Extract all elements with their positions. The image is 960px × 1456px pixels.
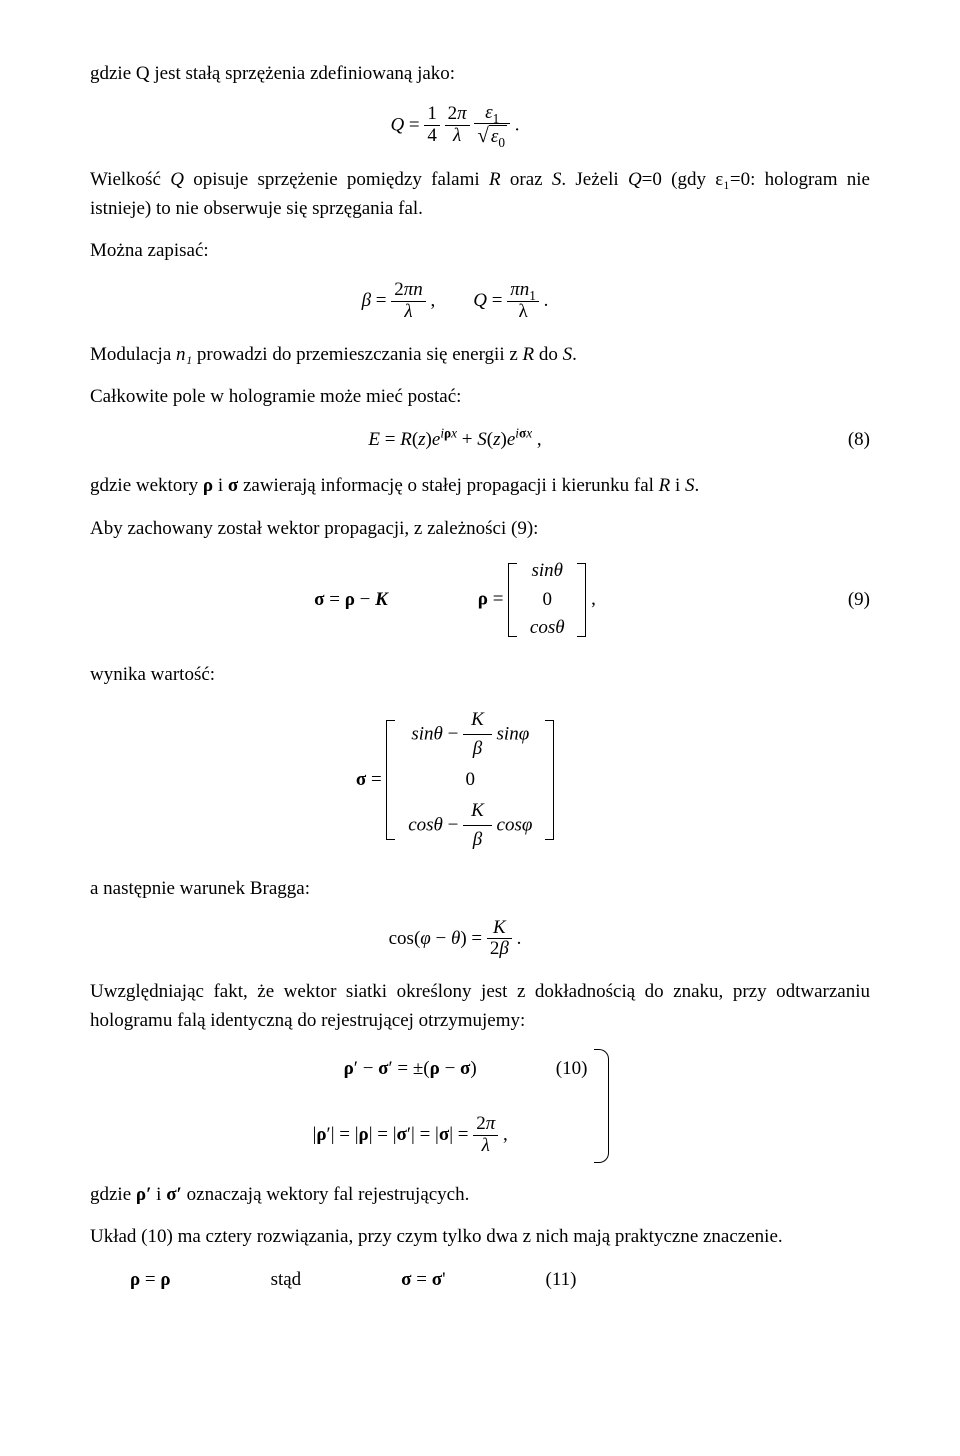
equation-sigma-vec: σ = sinθ − Kβ sinφ 0 cosθ − Kβ cosφ [90,704,870,857]
text: . Jeżeli [561,169,628,190]
sym-R: R [489,169,501,190]
text: Aby zachowany został wektor propagacji, … [90,518,538,539]
equation-number-inline: (11) [546,1266,577,1295]
text: opisuje sprzężenie pomiędzy falami [184,169,489,190]
equation-body: ρ = ρ stąd σ = σ' (11) [90,1266,870,1295]
sym-R: R [659,475,671,496]
paragraph-can-write: Można zapisać: [90,237,870,266]
paragraph-preserve: Aby zachowany został wektor propagacji, … [90,515,870,544]
equation-number-inline: (10) [526,1049,588,1090]
sym-n1: n₁ [176,344,192,365]
vec-entry: sinθ [532,560,564,581]
paragraph-where: gdzie ρ′ i σ′ oznaczają wektory fal reje… [90,1181,870,1210]
text: i [670,475,685,496]
paragraph-solutions: Układ (10) ma cztery rozwiązania, przy c… [90,1223,870,1252]
equation-Q-def: Q = 14 2πλ ε1√ε0 . [90,103,870,149]
equation-E-field: E = R(z)eiρx + S(z)eiσx , (8) [90,426,870,455]
text: zawierają informację o stałej propagacji… [238,475,658,496]
sym-rho-prime: ρ′ [136,1184,152,1205]
comma: , [591,588,596,609]
equation-body: Q = 14 2πλ ε1√ε0 . [90,103,820,149]
sym-S: S [685,475,695,496]
equation-body: cos(φ − θ) = K2β . [90,918,820,961]
text: . [572,344,577,365]
text: Modulacja [90,344,176,365]
text: do [534,344,563,365]
text: i [151,1184,166,1205]
text: Można zapisać: [90,240,209,261]
text: . [695,475,700,496]
paragraph-bragg: a następnie warunek Bragga: [90,875,870,904]
text: oznaczają wektory fal rejestrujących. [182,1184,469,1205]
paragraph-Q-describe: Wielkość Q opisuje sprzężenie pomiędzy f… [90,166,870,223]
equation-sigma-rho-K: σ = ρ − K ρ = sinθ 0 cosθ , (9) [90,557,870,643]
equation-body: E = R(z)eiρx + S(z)eiσx , [90,426,820,455]
equation-number: (8) [820,426,870,455]
paragraph-total-field: Całkowite pole w hologramie może mieć po… [90,383,870,412]
equation-body: σ = sinθ − Kβ sinφ 0 cosθ − Kβ cosφ [90,704,820,857]
text: gdzie wektory [90,475,203,496]
equation-body: ρ′ − σ′ = ±(ρ − σ) (10) |ρ′| = |ρ| = |σ′… [90,1049,820,1162]
sym-rho: ρ [203,475,213,496]
sym-Q: Q [628,169,642,190]
text-stad: stąd [271,1266,302,1295]
equation-number: (9) [820,586,870,615]
sym-S: S [552,169,562,190]
paragraph-vectors: gdzie wektory ρ i σ zawierają informację… [90,472,870,501]
paragraph-modulation: Modulacja n₁ prowadzi do przemieszczania… [90,341,870,370]
text: wynika wartość: [90,664,215,685]
text: gdzie Q jest stałą sprzężenia zdefiniowa… [90,63,455,84]
text: oraz [501,169,552,190]
equation-11: ρ = ρ stąd σ = σ' (11) [90,1266,870,1295]
text: Układ (10) ma cztery rozwiązania, przy c… [90,1226,783,1247]
text: Uwzględniając fakt, że wektor siatki okr… [90,981,870,1031]
text: Wielkość [90,169,170,190]
sym-sigma: σ [228,475,238,496]
sym-S: S [563,344,573,365]
text: prowadzi do przemieszczania się energii … [192,344,522,365]
equation-beta-Q: β = 2πnλ , Q = πn1λ . [90,280,870,323]
sym-sigma-prime: σ′ [166,1184,182,1205]
equation-bragg: cos(φ − θ) = K2β . [90,918,870,961]
text: i [213,475,228,496]
sym-R: R [523,344,535,365]
equation-body: β = 2πnλ , Q = πn1λ . [90,280,820,323]
sym-Q: Q [170,169,184,190]
text: a następnie warunek Bragga: [90,878,310,899]
text: gdzie [90,1184,136,1205]
paragraph-intro-Q: gdzie Q jest stałą sprzężenia zdefiniowa… [90,60,870,89]
paragraph-result: wynika wartość: [90,661,870,690]
equation-system-10: ρ′ − σ′ = ±(ρ − σ) (10) |ρ′| = |ρ| = |σ′… [90,1049,870,1162]
equation-body: σ = ρ − K ρ = sinθ 0 cosθ , [90,557,820,643]
paragraph-grating: Uwzględniając fakt, że wektor siatki okr… [90,978,870,1035]
text: Całkowite pole w hologramie może mieć po… [90,386,461,407]
vec-entry: 0 [522,586,573,615]
vec-entry: cosθ [530,617,565,638]
